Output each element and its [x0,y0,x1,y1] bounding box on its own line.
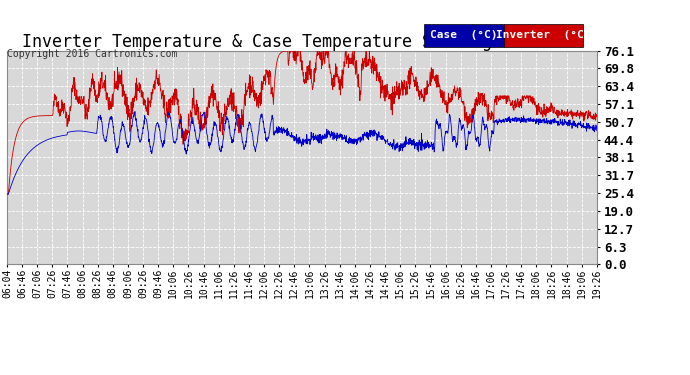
Text: Copyright 2016 Cartronics.com: Copyright 2016 Cartronics.com [7,49,177,59]
Title: Inverter Temperature & Case Temperature Sun Aug 21 19:43: Inverter Temperature & Case Temperature … [22,33,582,51]
Text: Case  (°C): Case (°C) [431,30,497,40]
Text: Inverter  (°C): Inverter (°C) [496,30,591,40]
